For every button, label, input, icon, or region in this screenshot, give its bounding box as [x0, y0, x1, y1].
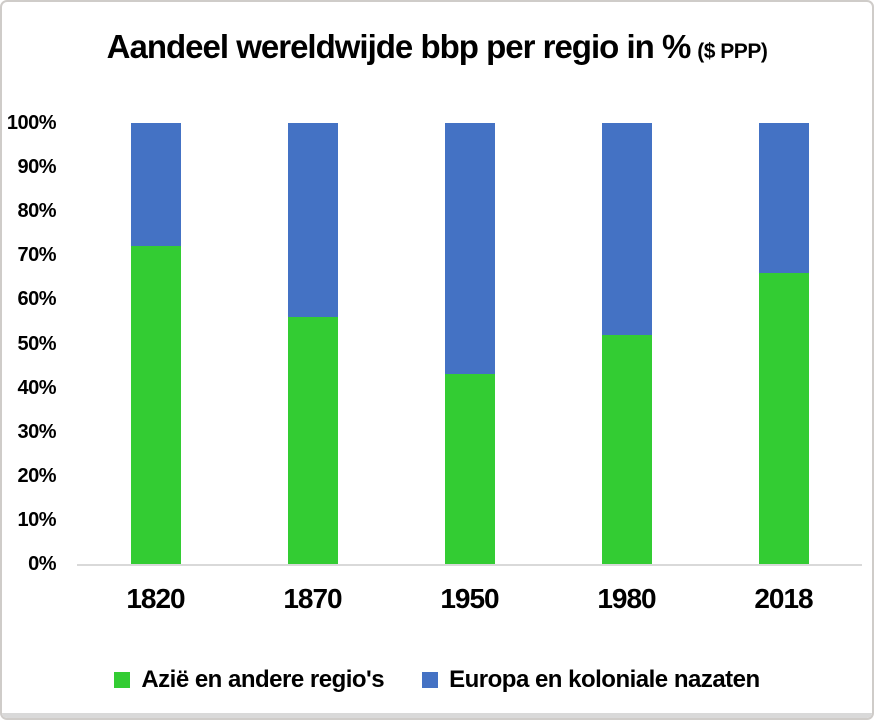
- y-tick-label: 60%: [17, 288, 56, 311]
- bar-1980: [548, 123, 705, 564]
- legend-swatch-icon: [422, 672, 439, 688]
- legend-label: Europa en koloniale nazaten: [449, 666, 760, 693]
- chart-title-suffix: ($ PPP): [697, 40, 768, 63]
- bar-segment-europa-1980: [601, 123, 652, 335]
- legend-label: Azië en andere regio's: [141, 666, 385, 693]
- chart-title: Aandeel wereldwijde bbp per regio in % ($…: [2, 28, 872, 66]
- y-tick-label: 20%: [17, 464, 56, 487]
- x-tick-label-1870: 1870: [283, 583, 342, 614]
- plot-area: 1820 1870 1950 1980 2018: [77, 123, 862, 614]
- x-tick-label-1980: 1980: [597, 583, 656, 614]
- bottom-strip: [2, 713, 872, 718]
- bar-segment-azie-1950: [444, 374, 495, 564]
- bar-2018: [705, 123, 862, 564]
- bar-1870: [234, 123, 391, 564]
- y-tick-label: 40%: [17, 376, 56, 399]
- bars-container: [77, 123, 862, 564]
- bar-segment-azie-1820: [130, 246, 181, 564]
- y-tick-label: 90%: [17, 156, 56, 179]
- x-axis-labels: 1820 1870 1950 1980 2018: [77, 583, 862, 615]
- x-tick-label-1950: 1950: [440, 583, 499, 614]
- y-tick-label: 0%: [28, 553, 56, 575]
- bar-segment-azie-2018: [758, 273, 809, 564]
- y-axis: 100% 90% 80% 70% 60% 50% 40% 30% 20% 10% 0%: [2, 112, 60, 575]
- bar-segment-europa-1820: [130, 123, 181, 246]
- bar-segment-azie-1870: [287, 317, 338, 564]
- x-tick-label-2018: 2018: [754, 583, 813, 614]
- y-tick-label: 80%: [17, 200, 56, 223]
- legend-item: Europa en koloniale nazaten: [422, 666, 760, 694]
- bar-1820: [77, 123, 234, 564]
- bar-1950: [391, 123, 548, 564]
- legend: Azië en andere regio's Europa en kolonial…: [2, 666, 872, 694]
- x-tick-label-1820: 1820: [126, 583, 185, 614]
- legend-item: Azië en andere regio's: [114, 666, 385, 694]
- y-tick-label: 30%: [17, 420, 56, 443]
- y-tick-label: 70%: [17, 244, 56, 267]
- y-tick-label: 50%: [17, 332, 56, 355]
- bar-segment-europa-1870: [287, 123, 338, 317]
- bar-segment-europa-2018: [758, 123, 809, 273]
- x-axis-line: [77, 564, 862, 566]
- y-tick-label: 100%: [6, 112, 57, 134]
- y-tick-label: 10%: [17, 508, 56, 531]
- bar-segment-europa-1950: [444, 123, 495, 374]
- legend-swatch-icon: [114, 672, 131, 688]
- bar-segment-azie-1980: [601, 335, 652, 564]
- chart-title-main: Aandeel wereldwijde bbp per regio in %: [106, 28, 692, 65]
